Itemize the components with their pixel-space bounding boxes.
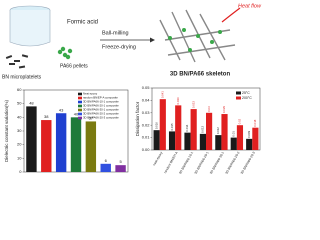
bar (184, 132, 191, 150)
skeleton-nodes (168, 28, 222, 52)
value-label: 6 (105, 158, 108, 163)
bar (153, 130, 160, 150)
value-label: 0.014 (185, 124, 189, 131)
x-tick-label: 3D BN/PA66-20-1 (193, 151, 209, 175)
legend-swatch (236, 96, 241, 100)
freeze-drying-label: Freeze-drying (102, 44, 136, 50)
value-label: 5 (119, 159, 122, 164)
value-label: 0.029 (222, 106, 226, 113)
bar (252, 127, 259, 150)
x-tick-label: 3D BN/PA66-10-1 (178, 151, 194, 175)
legend-label: 25°C (242, 91, 250, 95)
bar (199, 133, 206, 150)
value-label: 40 (74, 111, 79, 116)
x-tick-label: 3D BN/PA66-30-1 (209, 151, 225, 175)
skeleton-label: 3D BN/PA66 skeleton (170, 72, 231, 78)
figure: Formic acid BN microplatelets PA66 pelle… (2, 3, 262, 175)
pa66-label: PA66 pellets (60, 63, 88, 69)
bar (55, 113, 67, 172)
value-label: 0.041 (161, 91, 165, 98)
legend-swatch (236, 91, 241, 95)
legend-label: 3D BN/PA66-10-1 composite (83, 100, 119, 104)
bar (41, 120, 52, 172)
value-label: 0.01 (232, 131, 236, 137)
legend-swatch (78, 112, 82, 116)
legend-label: 3D BN/PA66-20-2 composite (83, 112, 119, 116)
arrow-head (150, 37, 155, 43)
value-label: 0.009 (247, 130, 251, 137)
legend-label: random BN/EP-A composite (83, 96, 118, 100)
y-tick-label: 0.00 (142, 147, 151, 152)
y-tick-label: 40 (17, 114, 22, 119)
y-axis-label: Dissipation factor (135, 101, 140, 136)
y-tick-label: 0.02 (142, 122, 151, 127)
legend-swatch (78, 96, 82, 100)
legend-label: 3D BN/PA66-20-1 composite (83, 104, 119, 108)
legend-swatch (78, 104, 82, 108)
y-tick-label: 60 (17, 87, 22, 92)
heat-flow-arrow (221, 7, 241, 23)
formic-acid-label: Formic acid (67, 20, 98, 26)
bar (190, 109, 197, 150)
legend-label: 3D BN/PA66-20-3 composite (83, 116, 119, 120)
legend-label: 200°C (242, 96, 252, 100)
legend-swatch (78, 92, 82, 96)
value-label: 48 (29, 100, 34, 105)
y-tick-label: 30 (17, 128, 22, 133)
ball-milling-label: Ball-milling (102, 30, 129, 36)
y-tick-label: 20 (17, 142, 22, 147)
bar (168, 131, 176, 150)
bn-label: BN microplatelets (2, 74, 42, 80)
bar (159, 99, 166, 150)
bar (100, 163, 111, 172)
y-tick-label: 0.05 (142, 85, 151, 90)
x-tick-label: 3D BN/PA66-20-3 (240, 151, 256, 175)
value-label: 37 (89, 115, 94, 120)
pa66-pellets (57, 46, 73, 60)
value-label: 0.013 (201, 125, 205, 132)
y-axis-label: Dielectric constant variation(%) (4, 99, 9, 162)
y-tick-label: 0.04 (142, 97, 151, 102)
y-tick-label: 10 (17, 155, 22, 160)
y-tick-label: 0.01 (142, 135, 151, 140)
value-label: 0.033 (191, 101, 195, 108)
value-label: 0.02 (238, 118, 242, 124)
value-label: 0.03 (207, 106, 211, 112)
beaker (9, 10, 51, 47)
bar (236, 125, 244, 150)
value-label: 0.018 (253, 119, 257, 126)
legend-swatch (78, 100, 82, 104)
bar (221, 114, 228, 150)
value-label: 0.036 (176, 97, 180, 104)
y-tick-label: 50 (17, 101, 22, 106)
value-label: 43 (59, 107, 64, 112)
y-tick-label: 0.03 (142, 110, 151, 115)
value-label: 38 (44, 114, 49, 119)
heat-flow-label: Heat flow (238, 3, 262, 9)
bn-platelets (5, 54, 29, 69)
x-tick-label: neat epoxy (152, 151, 163, 167)
legend-swatch (78, 116, 82, 120)
legend-swatch (78, 108, 82, 112)
value-label: 0.016 (154, 122, 158, 129)
bar (246, 138, 253, 150)
bar (85, 121, 97, 172)
bar (26, 106, 37, 172)
legend-label: 3D BN/PA66-30-1 composite (83, 108, 119, 112)
bar (206, 112, 213, 150)
bar (175, 105, 182, 150)
bar (115, 165, 126, 172)
process-diagram: Formic acid BN microplatelets PA66 pelle… (2, 3, 262, 80)
legend-label: Neat epoxy (83, 92, 98, 96)
y-tick-label: 0 (19, 169, 22, 174)
x-tick-label: random BN/EP-A (163, 150, 179, 174)
bar (70, 117, 82, 172)
x-tick-label: 3D BN/PA66-20-2 (224, 151, 240, 175)
value-label: 0.015 (170, 123, 174, 130)
value-label: 0.012 (216, 127, 220, 134)
bar (215, 135, 222, 150)
bar (230, 137, 237, 150)
